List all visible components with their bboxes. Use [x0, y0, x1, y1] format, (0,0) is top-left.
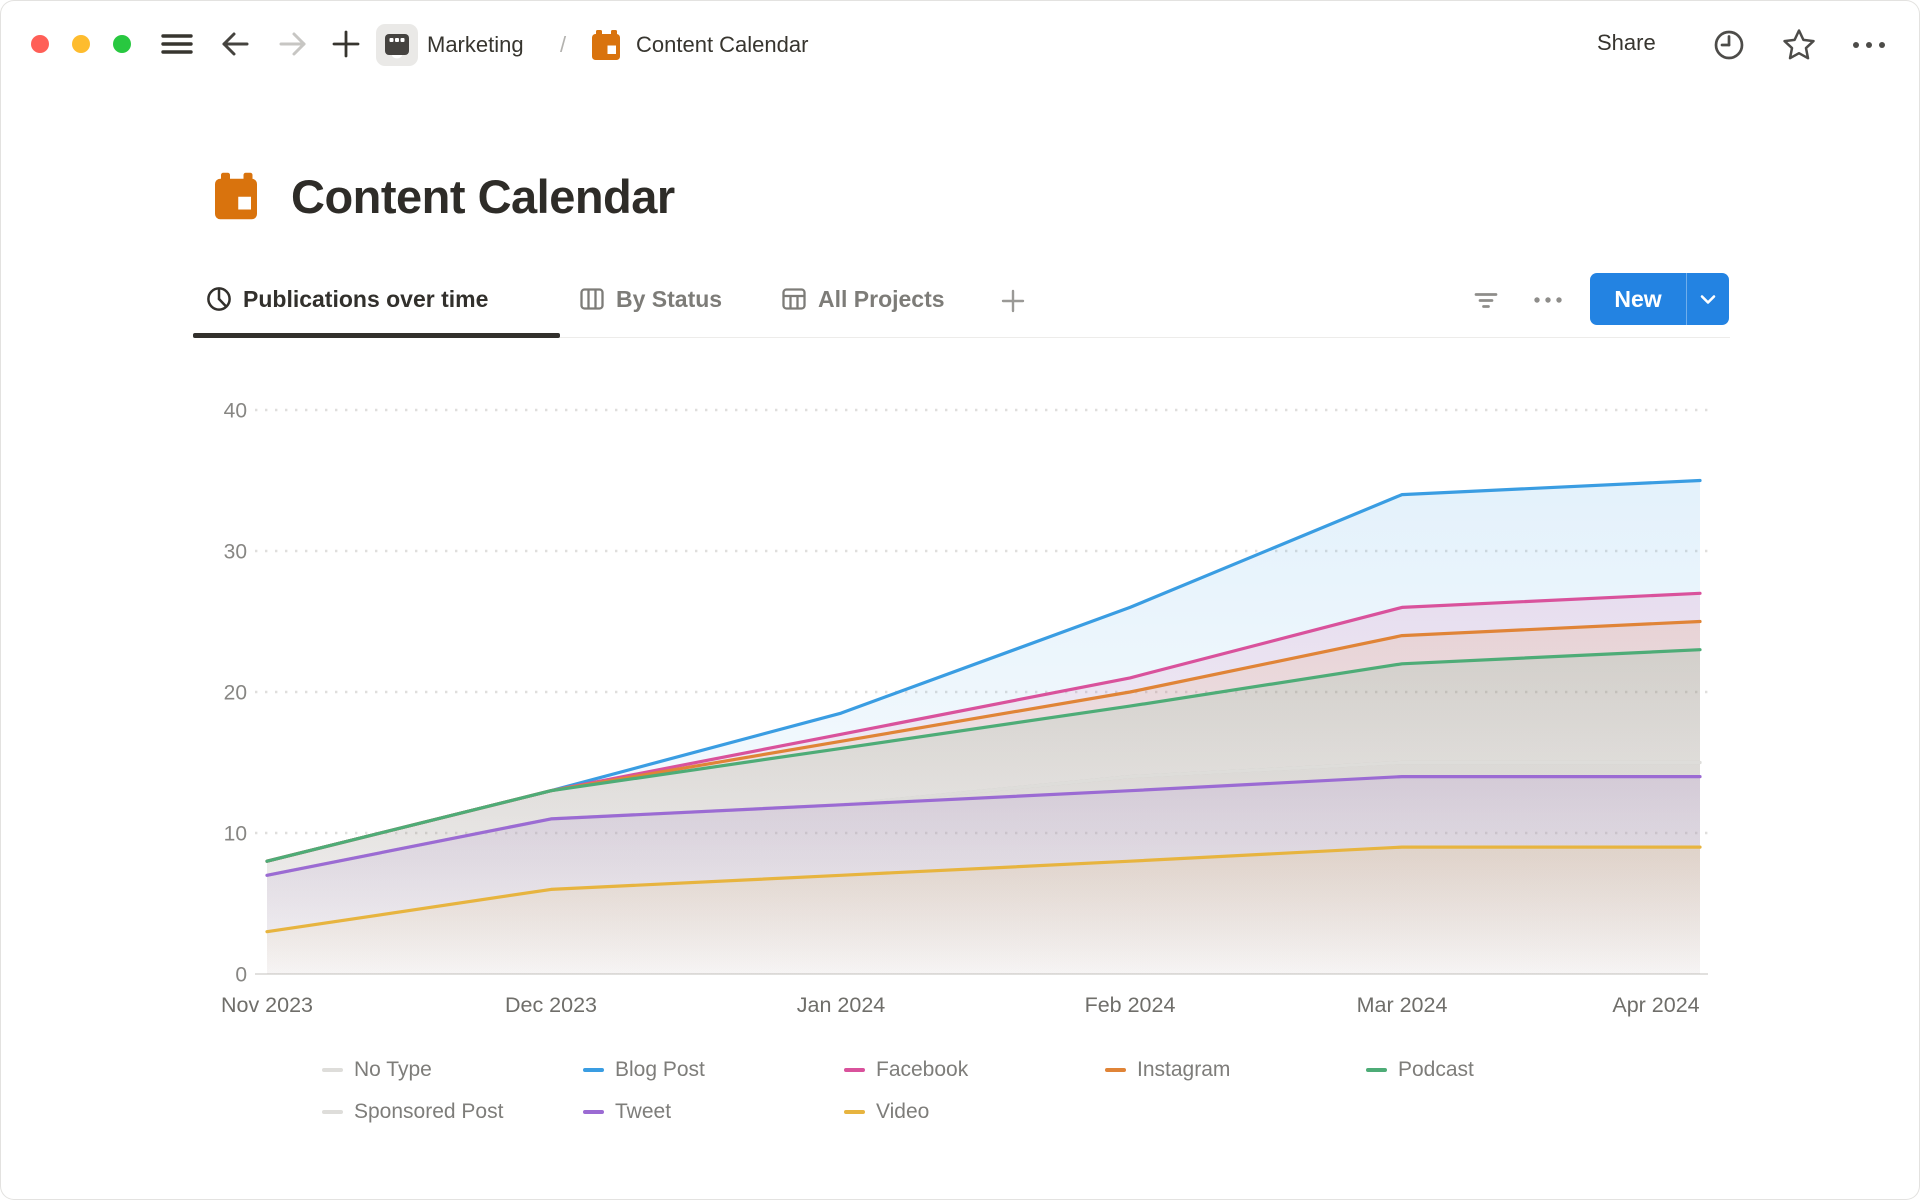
plus-icon [332, 30, 360, 58]
legend-item-facebook[interactable]: Facebook [844, 1056, 1105, 1084]
legend-swatch [583, 1068, 604, 1072]
sidebar-menu-button[interactable] [158, 26, 196, 62]
legend-swatch [1105, 1068, 1126, 1072]
tabs-divider [193, 337, 1730, 338]
tab-label: All Projects [818, 286, 945, 312]
legend-item-tweet[interactable]: Tweet [583, 1098, 844, 1126]
breadcrumb-separator: / [560, 32, 567, 57]
new-button-group: New [1590, 273, 1729, 325]
legend-swatch [844, 1068, 865, 1072]
chevron-down-icon [1700, 295, 1716, 304]
table-grid-icon [782, 288, 806, 310]
add-view-button[interactable] [999, 287, 1027, 315]
breadcrumb-page-label[interactable]: Content Calendar [636, 32, 809, 57]
breadcrumb-page-item[interactable] [588, 26, 624, 64]
calendar-icon [592, 30, 620, 60]
series-line-tweet [265, 774, 1702, 877]
tab-all-projects[interactable]: All Projects [780, 284, 945, 314]
new-button[interactable]: New [1614, 285, 1662, 312]
legend-swatch [1366, 1068, 1387, 1072]
y-tick-label: 0 [235, 964, 247, 987]
new-page-button[interactable] [330, 28, 362, 60]
active-tab-underline [193, 333, 560, 338]
y-tick-label: 10 [224, 823, 247, 846]
x-tick-label: Nov 2023 [221, 993, 313, 1017]
star-icon [1783, 29, 1815, 60]
series-area-video [267, 847, 1700, 974]
history-button[interactable] [1710, 26, 1748, 64]
series-line-video [265, 845, 1702, 934]
share-label: Share [1597, 30, 1656, 55]
y-tick-label: 30 [224, 541, 247, 564]
publications-over-time-chart: 0 10 20 30 40 Nov 2023 Dec 2023 Jan 2024 Feb 202… [221, 400, 1708, 1017]
legend-item-video[interactable]: Video [844, 1098, 1105, 1126]
new-dropdown-button[interactable] [1686, 273, 1729, 325]
y-tick-label: 20 [224, 682, 247, 705]
marketing-page-icon [385, 34, 409, 59]
legend-item-blog-post[interactable]: Blog Post [583, 1056, 844, 1084]
legend-item-podcast[interactable]: Podcast [1366, 1056, 1627, 1084]
back-arrow-icon [222, 32, 249, 56]
more-ellipsis-icon [1534, 297, 1562, 303]
legend-item-sponsored-post[interactable]: Sponsored Post [322, 1098, 583, 1126]
tab-label: Publications over time [243, 286, 489, 312]
pie-chart-icon [207, 287, 231, 311]
legend-label: Sponsored Post [354, 1100, 504, 1123]
legend-label: Video [876, 1100, 930, 1123]
share-button[interactable]: Share [1597, 30, 1656, 56]
filter-icon [1474, 293, 1498, 308]
x-tick-label: Apr 2024 [1612, 993, 1699, 1017]
forward-button[interactable] [276, 27, 310, 61]
forward-arrow-icon [279, 32, 306, 56]
legend-item-no-type[interactable]: No Type [322, 1056, 583, 1084]
more-ellipsis-icon [1853, 42, 1885, 48]
legend-swatch [844, 1110, 865, 1114]
filter-button[interactable] [1470, 284, 1502, 316]
tab-by-status[interactable]: By Status [578, 284, 722, 314]
history-clock-icon [1714, 30, 1744, 60]
legend-item-instagram[interactable]: Instagram [1105, 1056, 1366, 1084]
legend-label: Instagram [1137, 1058, 1231, 1081]
legend-swatch [322, 1110, 343, 1114]
x-tick-label: Dec 2023 [505, 993, 597, 1017]
legend-swatch [583, 1110, 604, 1114]
x-tick-label: Feb 2024 [1085, 993, 1176, 1017]
page-header: Content Calendar [209, 168, 675, 224]
toolbar: Marketing / Content Calendar Share [0, 0, 1920, 90]
window-minimize-button[interactable] [72, 35, 90, 53]
breadcrumb-workspace-item[interactable] [376, 24, 418, 66]
x-tick-label: Jan 2024 [797, 993, 886, 1017]
window-close-button[interactable] [31, 35, 49, 53]
back-button[interactable] [218, 27, 252, 61]
page-title-calendar-icon[interactable] [209, 168, 263, 224]
series-line-podcast [265, 648, 1702, 863]
view-options-button[interactable] [1528, 288, 1568, 312]
favorite-button[interactable] [1779, 26, 1819, 64]
tab-publications-over-time[interactable]: Publications over time [205, 284, 488, 314]
x-tick-label: Mar 2024 [1357, 993, 1448, 1017]
legend-label: Podcast [1398, 1058, 1474, 1081]
legend-label: No Type [354, 1058, 432, 1081]
hamburger-icon [161, 34, 193, 54]
legend-swatch [322, 1068, 343, 1072]
legend-label: Blog Post [615, 1058, 705, 1081]
breadcrumb-workspace-label[interactable]: Marketing [427, 32, 524, 57]
more-options-button[interactable] [1845, 32, 1893, 58]
tab-label: By Status [616, 286, 723, 312]
chart-legend: No Type Blog Post Facebook Instagram Podcast… [322, 1056, 1627, 1126]
page-title[interactable]: Content Calendar [291, 169, 675, 223]
legend-label: Facebook [876, 1058, 969, 1081]
plus-icon [1001, 289, 1025, 313]
window-zoom-button[interactable] [113, 35, 131, 53]
y-tick-label: 40 [224, 400, 247, 423]
board-columns-icon [580, 288, 604, 310]
legend-label: Tweet [615, 1100, 672, 1123]
